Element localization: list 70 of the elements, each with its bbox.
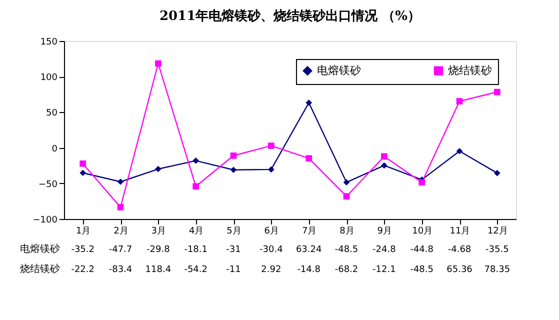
data-label: 118.4	[145, 265, 172, 275]
data-label: -29.8	[146, 245, 170, 255]
point	[456, 98, 463, 104]
data-label: -31	[226, 245, 241, 255]
data-label: -22.2	[71, 265, 94, 275]
point	[456, 148, 463, 154]
data-label: -35.5	[486, 245, 509, 255]
chart-title: 2011年电熔镁砂、烧结镁砂出口情况 （%）	[159, 8, 421, 24]
point	[494, 170, 500, 176]
point	[230, 152, 237, 159]
data-label: 2.92	[261, 265, 282, 275]
point	[343, 193, 350, 200]
x-tick-label: 2月	[114, 226, 128, 236]
data-label: 78.35	[484, 265, 510, 275]
point	[117, 204, 124, 210]
data-label: -35.2	[71, 245, 94, 255]
data-label: 63.24	[296, 245, 322, 255]
data-label: -11	[226, 265, 241, 275]
legend-label: 电熔镁砂	[317, 64, 361, 77]
point	[306, 100, 312, 106]
point	[343, 179, 350, 186]
y-tick-label: −100	[32, 216, 58, 226]
point	[80, 170, 86, 176]
point	[418, 179, 425, 186]
y-tick-label: −50	[38, 180, 58, 190]
point	[268, 166, 274, 173]
data-label: -68.2	[334, 265, 358, 275]
x-tick-label: 3月	[151, 226, 166, 236]
x-tick-label: 4月	[188, 226, 204, 236]
point	[192, 183, 199, 190]
y-tick-label: 50	[46, 108, 58, 119]
text: 烧结镁砂	[20, 264, 60, 275]
data-label: -48.5	[410, 265, 434, 275]
data-label: -83.4	[108, 265, 132, 275]
point	[192, 158, 199, 164]
data-label: -18.1	[184, 245, 208, 255]
data-label: -54.2	[184, 265, 208, 275]
data-label: -30.4	[260, 245, 284, 255]
data-label: -47.7	[108, 245, 132, 255]
data-label: -44.8	[410, 245, 434, 255]
data-label: -14.8	[297, 265, 321, 275]
x-tick-label: 10月	[412, 226, 433, 236]
point	[381, 153, 388, 160]
text: 电熔镁砂	[20, 244, 60, 255]
data-label: -24.8	[372, 245, 396, 255]
x-tick-label: 7月	[302, 226, 317, 236]
data-label: -48.5	[334, 245, 358, 255]
x-tick-label: 6月	[264, 226, 280, 236]
point	[230, 166, 237, 174]
point	[155, 166, 162, 172]
y-tick-label: 100	[40, 73, 58, 84]
point	[381, 162, 388, 169]
point	[268, 142, 274, 149]
x-tick-label: 1月	[76, 226, 91, 236]
point	[494, 88, 500, 96]
x-tick-label: 8月	[340, 226, 354, 236]
point	[117, 178, 124, 185]
data-label: -4.68	[448, 245, 472, 255]
x-tick-label: 9月	[377, 226, 392, 236]
point	[306, 155, 312, 162]
y-tick-label: 150	[40, 38, 58, 48]
data-label: -12.1	[372, 265, 396, 275]
point	[155, 60, 162, 67]
x-tick-label: 5月	[226, 226, 242, 236]
legend-label: 烧结镁砂	[448, 64, 492, 77]
data-label: 65.36	[446, 265, 473, 275]
x-tick-label: 12月	[487, 226, 508, 236]
x-tick-label: 11月	[450, 226, 470, 236]
y-tick-label: 0	[52, 144, 58, 154]
point	[80, 160, 86, 167]
